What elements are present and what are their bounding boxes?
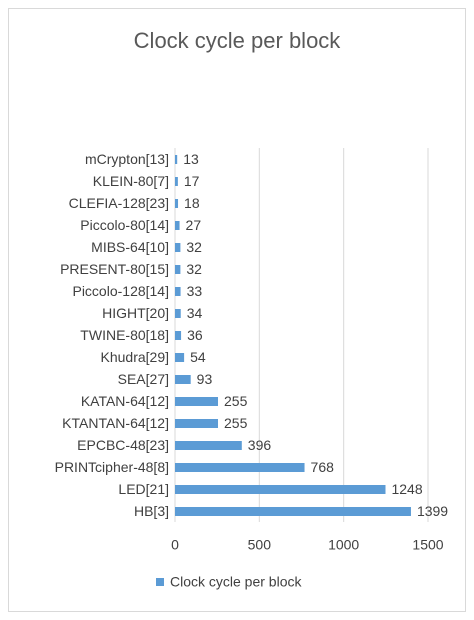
data-label: 17 [184, 173, 200, 189]
data-label: 18 [184, 195, 200, 211]
bar [175, 507, 411, 516]
data-label: 255 [224, 393, 248, 409]
bar [175, 463, 305, 472]
data-label: 27 [186, 217, 202, 233]
y-tick-label: EPCBC-48[23] [77, 437, 169, 453]
bar [175, 441, 242, 450]
bar [175, 155, 178, 164]
data-label: 93 [197, 371, 213, 387]
bar [175, 177, 178, 186]
y-tick-label: KTANTAN-64[12] [62, 415, 169, 431]
y-tick-label: KATAN-64[12] [81, 393, 169, 409]
data-label: 32 [186, 239, 202, 255]
y-tick-label: LED[21] [118, 481, 169, 497]
chart-border [8, 8, 466, 612]
bar [175, 485, 386, 494]
data-label: 396 [248, 437, 272, 453]
bar [175, 419, 219, 428]
y-tick-label: Piccolo-128[14] [72, 283, 169, 299]
y-tick-label: KLEIN-80[7] [93, 173, 169, 189]
bar [175, 331, 182, 340]
y-tick-label: HB[3] [134, 503, 169, 519]
y-tick-label: HIGHT[20] [102, 305, 169, 321]
data-label: 768 [311, 459, 335, 475]
bar [175, 397, 219, 406]
bar [175, 287, 181, 296]
y-tick-label: Khudra[29] [101, 349, 170, 365]
bar [175, 199, 179, 208]
y-tick-label: PRINTcipher-48[8] [55, 459, 169, 475]
data-label: 36 [187, 327, 203, 343]
bar [175, 243, 181, 252]
bar [175, 309, 181, 318]
data-label: 54 [190, 349, 206, 365]
data-label: 1248 [391, 481, 422, 497]
x-tick-label: 0 [171, 537, 179, 553]
data-label: 1399 [417, 503, 448, 519]
data-label: 33 [187, 283, 203, 299]
bar [175, 353, 185, 362]
y-tick-label: TWINE-80[18] [80, 327, 169, 343]
legend-label: Clock cycle per block [170, 574, 302, 590]
legend-swatch [156, 578, 164, 586]
x-tick-label: 500 [248, 537, 272, 553]
data-label: 34 [187, 305, 203, 321]
y-tick-label: MIBS-64[10] [91, 239, 169, 255]
data-label: 255 [224, 415, 248, 431]
x-tick-label: 1500 [412, 537, 443, 553]
y-tick-label: SEA[27] [118, 371, 169, 387]
data-label: 32 [186, 261, 202, 277]
y-tick-label: Piccolo-80[14] [80, 217, 169, 233]
bar [175, 221, 180, 230]
y-tick-label: PRESENT-80[15] [60, 261, 169, 277]
y-tick-label: mCrypton[13] [85, 151, 169, 167]
chart-title: Clock cycle per block [134, 28, 342, 53]
bar [175, 375, 191, 384]
data-label: 13 [183, 151, 199, 167]
bar [175, 265, 181, 274]
x-tick-label: 1000 [328, 537, 359, 553]
y-tick-label: CLEFIA-128[23] [69, 195, 169, 211]
